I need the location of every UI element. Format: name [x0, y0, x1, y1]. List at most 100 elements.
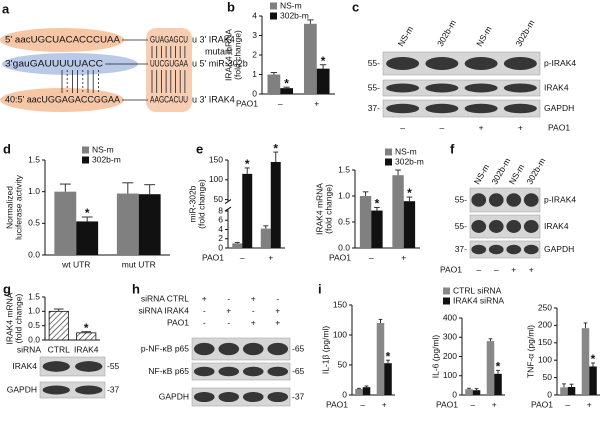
bar — [355, 389, 363, 395]
y-tick-label: 100 — [538, 354, 552, 364]
y-tick-label: 0.0 — [28, 249, 40, 259]
blot-band — [488, 220, 504, 233]
mw-marker: 55- — [455, 194, 467, 204]
treatment-label: PAO1 — [548, 122, 570, 132]
blot-band — [425, 103, 459, 114]
legend-label: IRAK4 siRNA — [453, 295, 504, 305]
blot-band — [503, 57, 537, 70]
treatment-label: siRNA CTRL — [141, 293, 189, 303]
treatment-sign: - — [203, 305, 206, 315]
y-tick-label: 300 — [443, 332, 457, 342]
mw-marker: -65 — [292, 366, 305, 376]
blot-band — [267, 366, 289, 377]
y-tick-label: 6 — [218, 215, 223, 225]
x-axis-label: PAO1 — [326, 399, 348, 409]
blot-band — [193, 366, 215, 377]
legend-label: CTRL siRNA — [453, 285, 502, 295]
y-axis-label: IRAK4 mRNA — [223, 29, 233, 81]
mw-marker: -65 — [292, 343, 305, 353]
sequence: u 3' IRAK4 — [192, 34, 235, 44]
y-tick-label: 150 — [209, 154, 223, 164]
axis-break — [224, 199, 232, 205]
mw-marker: -37 — [107, 384, 120, 394]
blot-band — [193, 342, 215, 356]
blot-strip — [382, 99, 541, 118]
sequence: u 5' miR-302b — [192, 58, 248, 68]
y-tick-label: 0 — [547, 389, 552, 399]
y-axis-label: IRAK4 mRNA — [314, 183, 324, 235]
x-axis-label: PAO1 — [531, 399, 553, 409]
bar — [589, 366, 597, 395]
y-tick-label: 3 — [252, 30, 257, 40]
y-tick-label: 100 — [443, 370, 457, 380]
mw-marker: 55- — [368, 58, 380, 68]
bar — [384, 363, 392, 395]
bar — [486, 341, 495, 395]
blot-band — [506, 244, 522, 255]
blot-strip — [382, 79, 541, 97]
blot-strip — [191, 362, 291, 381]
bar — [465, 389, 473, 395]
y-tick-label: 50 — [214, 194, 224, 204]
x-tick-label: + — [492, 399, 497, 409]
y-axis-label: (fold change) — [196, 179, 206, 229]
blot-band — [523, 193, 539, 207]
blot-band — [506, 193, 522, 207]
treatment-sign: + — [518, 122, 523, 132]
treatment-sign: + — [251, 317, 256, 327]
x-tick-label: – — [369, 252, 374, 262]
y-tick-label: 0.5 — [28, 320, 40, 330]
sequence: u 3' IRAK4 — [192, 94, 235, 104]
sequence: 3'gauGAUUUUUACC — [5, 58, 104, 68]
y-tick-label: 50 — [543, 372, 553, 382]
seed-highlight — [0, 88, 124, 112]
blot-band — [75, 385, 103, 395]
x-axis-label: siRNA — [17, 344, 41, 354]
y-tick-label: 0 — [452, 389, 457, 399]
treatment-sign: - — [276, 293, 279, 303]
blot-band — [75, 361, 103, 372]
blot-row-label: NF-κB p65 — [148, 366, 189, 376]
x-tick-label: + — [401, 252, 406, 262]
y-tick-label: 4 — [252, 10, 257, 20]
y-tick-label: 1.5 — [28, 154, 40, 164]
significance-star: * — [407, 186, 412, 200]
treatment-sign: – — [400, 122, 405, 132]
x-tick-label: – — [240, 252, 245, 262]
blot-band — [503, 103, 537, 114]
treatment-label: siRNA IRAK4 — [138, 305, 189, 315]
legend-swatch — [385, 158, 392, 166]
lane-label: NS-m — [507, 162, 527, 186]
x-tick-label: – — [470, 399, 475, 409]
y-tick-label: 0.5 — [28, 218, 40, 228]
panel-letter: e — [196, 141, 203, 156]
x-tick-label: + — [587, 399, 592, 409]
treatment-label: PAO1 — [167, 317, 189, 327]
y-tick-label: 1.0 — [338, 190, 350, 200]
bar — [371, 210, 383, 248]
bar — [260, 228, 271, 248]
bar — [138, 194, 161, 255]
blot-band — [488, 244, 504, 255]
significance-star: * — [85, 206, 90, 220]
bar — [270, 161, 281, 248]
legend-swatch — [270, 12, 277, 20]
significance-star: * — [245, 157, 250, 171]
y-tick-label: 1.5 — [28, 291, 40, 301]
x-tick-label: – — [278, 98, 283, 108]
bar — [242, 173, 253, 248]
sequence: GUAGAGCU — [150, 34, 188, 44]
mw-marker: 37- — [368, 103, 380, 113]
x-axis-label: PAO1 — [236, 98, 258, 108]
y-tick-label: 50 — [338, 359, 348, 369]
x-tick-label: mut UTR — [122, 259, 156, 269]
panel-letter: c — [352, 0, 359, 14]
y-axis-label: IL-1β (pg/ml) — [320, 326, 330, 375]
lane-label: NS-m — [396, 24, 416, 48]
blot-band — [242, 366, 264, 377]
bar — [303, 23, 317, 94]
y-tick-label: 1 — [252, 69, 257, 79]
blot-row-label: GAPDH — [544, 103, 574, 113]
bar — [48, 310, 69, 341]
panel-letter: g — [3, 281, 11, 296]
